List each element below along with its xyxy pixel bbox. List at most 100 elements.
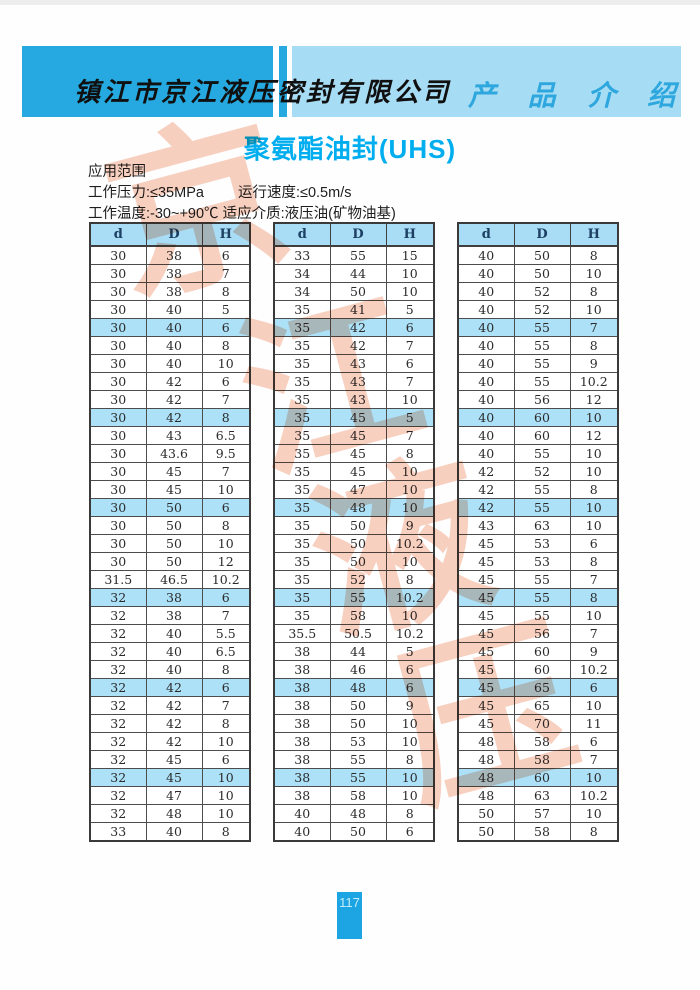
table-cell: 50	[513, 264, 571, 283]
table-cell: 35	[273, 606, 331, 625]
table-cell: 35	[273, 300, 331, 319]
table-row: 35 45 5	[273, 408, 435, 427]
table-cell: 12	[569, 390, 619, 409]
table-row: 40 56 12	[457, 390, 619, 409]
table-cell: 38	[273, 768, 331, 787]
table-cell: 52	[513, 282, 571, 301]
table-cell: 10	[201, 768, 251, 787]
table-cell: 32	[89, 624, 147, 643]
table-cell: 44	[329, 642, 387, 661]
table-row: 40 55 9	[457, 354, 619, 373]
table-cell: 10	[569, 696, 619, 715]
table-cell: 38	[145, 282, 203, 301]
table-cell: 42	[457, 480, 515, 499]
table-row: 40 50 10	[457, 264, 619, 283]
table-cell: 10	[385, 264, 435, 283]
table-cell: 10.2	[569, 660, 619, 679]
table-cell: 9	[385, 696, 435, 715]
table-row: 38 48 6	[273, 678, 435, 697]
table-row: 38 55 10	[273, 768, 435, 787]
table-cell: 15	[385, 245, 435, 265]
table-cell: 8	[201, 714, 251, 733]
table-cell: 40	[457, 372, 515, 391]
table-row: 40 55 10	[457, 444, 619, 463]
table-cell: 57	[513, 804, 571, 823]
table-cell: 38	[273, 732, 331, 751]
table-cell: 48	[457, 768, 515, 787]
table-row: 30 45 7	[89, 462, 251, 481]
table-cell: 45	[457, 552, 515, 571]
table-row: 40 55 7	[457, 318, 619, 337]
table-cell: 34	[273, 282, 331, 301]
table-cell: 8	[569, 480, 619, 499]
table-cell: 30	[89, 264, 147, 283]
table-cell: 40	[457, 444, 515, 463]
table-row: 35.5 50.5 10.2	[273, 624, 435, 643]
application-specs: 应用范围 工作压力:≤35MPa 运行速度:≤0.5m/s 工作温度:-30~+…	[88, 162, 396, 225]
table-cell: 55	[329, 588, 387, 607]
table-row: 30 50 10	[89, 534, 251, 553]
table-cell: 6	[385, 318, 435, 337]
table-cell: 8	[569, 336, 619, 355]
table-cell: 45	[145, 480, 203, 499]
table-cell: 12	[201, 552, 251, 571]
table-cell: 35	[273, 444, 331, 463]
table-cell: 43	[457, 516, 515, 535]
table-cell: 10.2	[385, 588, 435, 607]
table-cell: 70	[513, 714, 571, 733]
table-cell: 8	[385, 570, 435, 589]
table-cell: 6	[385, 678, 435, 697]
table-cell: 8	[201, 408, 251, 427]
column-header: d	[89, 222, 147, 247]
table-cell: 5	[201, 300, 251, 319]
size-table-2: d D H 33 55 15 34 44 10 34 50 10 35 41 5 35 42 6 35 42 7 35 43…	[273, 222, 435, 842]
table-cell: 58	[513, 732, 571, 751]
table-row: 42 55 10	[457, 498, 619, 517]
table-cell: 40	[145, 336, 203, 355]
spec-medium: 适应介质:液压油(矿物油基)	[222, 206, 396, 222]
table-cell: 45	[457, 588, 515, 607]
table-row: 35 41 5	[273, 300, 435, 319]
table-cell: 65	[513, 696, 571, 715]
table-cell: 65	[513, 678, 571, 697]
table-cell: 55	[513, 498, 571, 517]
table-row: 35 47 10	[273, 480, 435, 499]
table-cell: 55	[513, 606, 571, 625]
table-cell: 10	[201, 534, 251, 553]
table-cell: 6	[385, 660, 435, 679]
table-cell: 35	[273, 390, 331, 409]
table-row: 30 43 6.5	[89, 426, 251, 445]
table-row: 33 55 15	[273, 245, 435, 265]
section-title: 产 品 介 绍	[468, 79, 687, 112]
table-cell: 7	[569, 750, 619, 769]
table-cell: 52	[513, 462, 571, 481]
table-cell: 44	[329, 264, 387, 283]
table-row: 32 45 10	[89, 768, 251, 787]
table-row: 45 65 10	[457, 696, 619, 715]
table-cell: 10.2	[569, 786, 619, 805]
spec-speed: 运行速度:≤0.5m/s	[237, 185, 352, 201]
table-cell: 6	[201, 318, 251, 337]
table-row: 45 53 6	[457, 534, 619, 553]
table-cell: 10	[201, 480, 251, 499]
table-cell: 10	[569, 804, 619, 823]
table-row: 32 40 8	[89, 660, 251, 679]
table-row: 35 58 10	[273, 606, 435, 625]
table-cell: 35	[273, 570, 331, 589]
table-cell: 42	[145, 678, 203, 697]
table-cell: 40	[145, 624, 203, 643]
table-row: 30 42 7	[89, 390, 251, 409]
table-cell: 8	[569, 282, 619, 301]
table-row: 38 44 5	[273, 642, 435, 661]
table-cell: 60	[513, 660, 571, 679]
table-cell: 53	[329, 732, 387, 751]
table-cell: 30	[89, 408, 147, 427]
table-cell: 10	[569, 408, 619, 427]
table-cell: 8	[569, 822, 619, 842]
table-cell: 10	[385, 714, 435, 733]
table-cell: 35	[273, 354, 331, 373]
table-cell: 50	[513, 245, 571, 265]
table-cell: 47	[329, 480, 387, 499]
table-cell: 6	[201, 245, 251, 265]
table-row: 38 50 9	[273, 696, 435, 715]
